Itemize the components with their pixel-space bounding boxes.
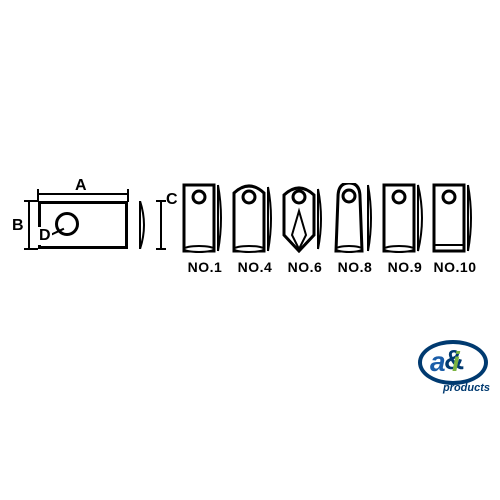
dimension-c-tick	[156, 248, 166, 250]
blade-no1-icon	[182, 183, 228, 253]
logo-text: products	[443, 382, 490, 394]
blade-label: NO.9	[380, 259, 430, 275]
blade-no4-icon	[232, 183, 278, 253]
blade-label: NO.6	[280, 259, 330, 275]
blade-label: NO.4	[230, 259, 280, 275]
blade-no6-icon	[282, 183, 328, 253]
dimension-label-c: C	[166, 191, 178, 209]
dimension-b-line	[28, 201, 30, 249]
dimension-b-ext	[29, 200, 38, 202]
dimension-b-ext	[29, 248, 38, 250]
side-profile-c	[136, 201, 154, 249]
blade-variant: NO.9	[380, 183, 430, 253]
blade-no9-icon	[382, 183, 428, 253]
blade-label: NO.10	[430, 259, 480, 275]
logo-letter-i: i	[452, 346, 460, 378]
logo-oval: a & i	[418, 340, 488, 385]
dimension-c-tick	[156, 200, 166, 202]
dimension-a-ext	[127, 194, 129, 202]
blade-label: NO.8	[330, 259, 380, 275]
dimension-c-line	[160, 201, 162, 249]
dimension-label-b: B	[12, 217, 24, 235]
diagram-panel: A B C D NO.1 NO.4	[0, 165, 500, 335]
blade-variant: NO.1	[180, 183, 230, 253]
main-blade-hole	[55, 212, 79, 236]
blade-variant: NO.8	[330, 183, 380, 253]
blade-variant: NO.4	[230, 183, 280, 253]
dimension-label-a: A	[75, 177, 87, 195]
blade-variant: NO.10	[430, 183, 480, 253]
dimension-label-d: D	[38, 227, 52, 245]
blade-label: NO.1	[180, 259, 230, 275]
blade-no8-icon	[332, 183, 378, 253]
brand-logo: a & i products	[418, 340, 488, 385]
blade-no10-icon	[432, 183, 478, 253]
blade-variant: NO.6	[280, 183, 330, 253]
